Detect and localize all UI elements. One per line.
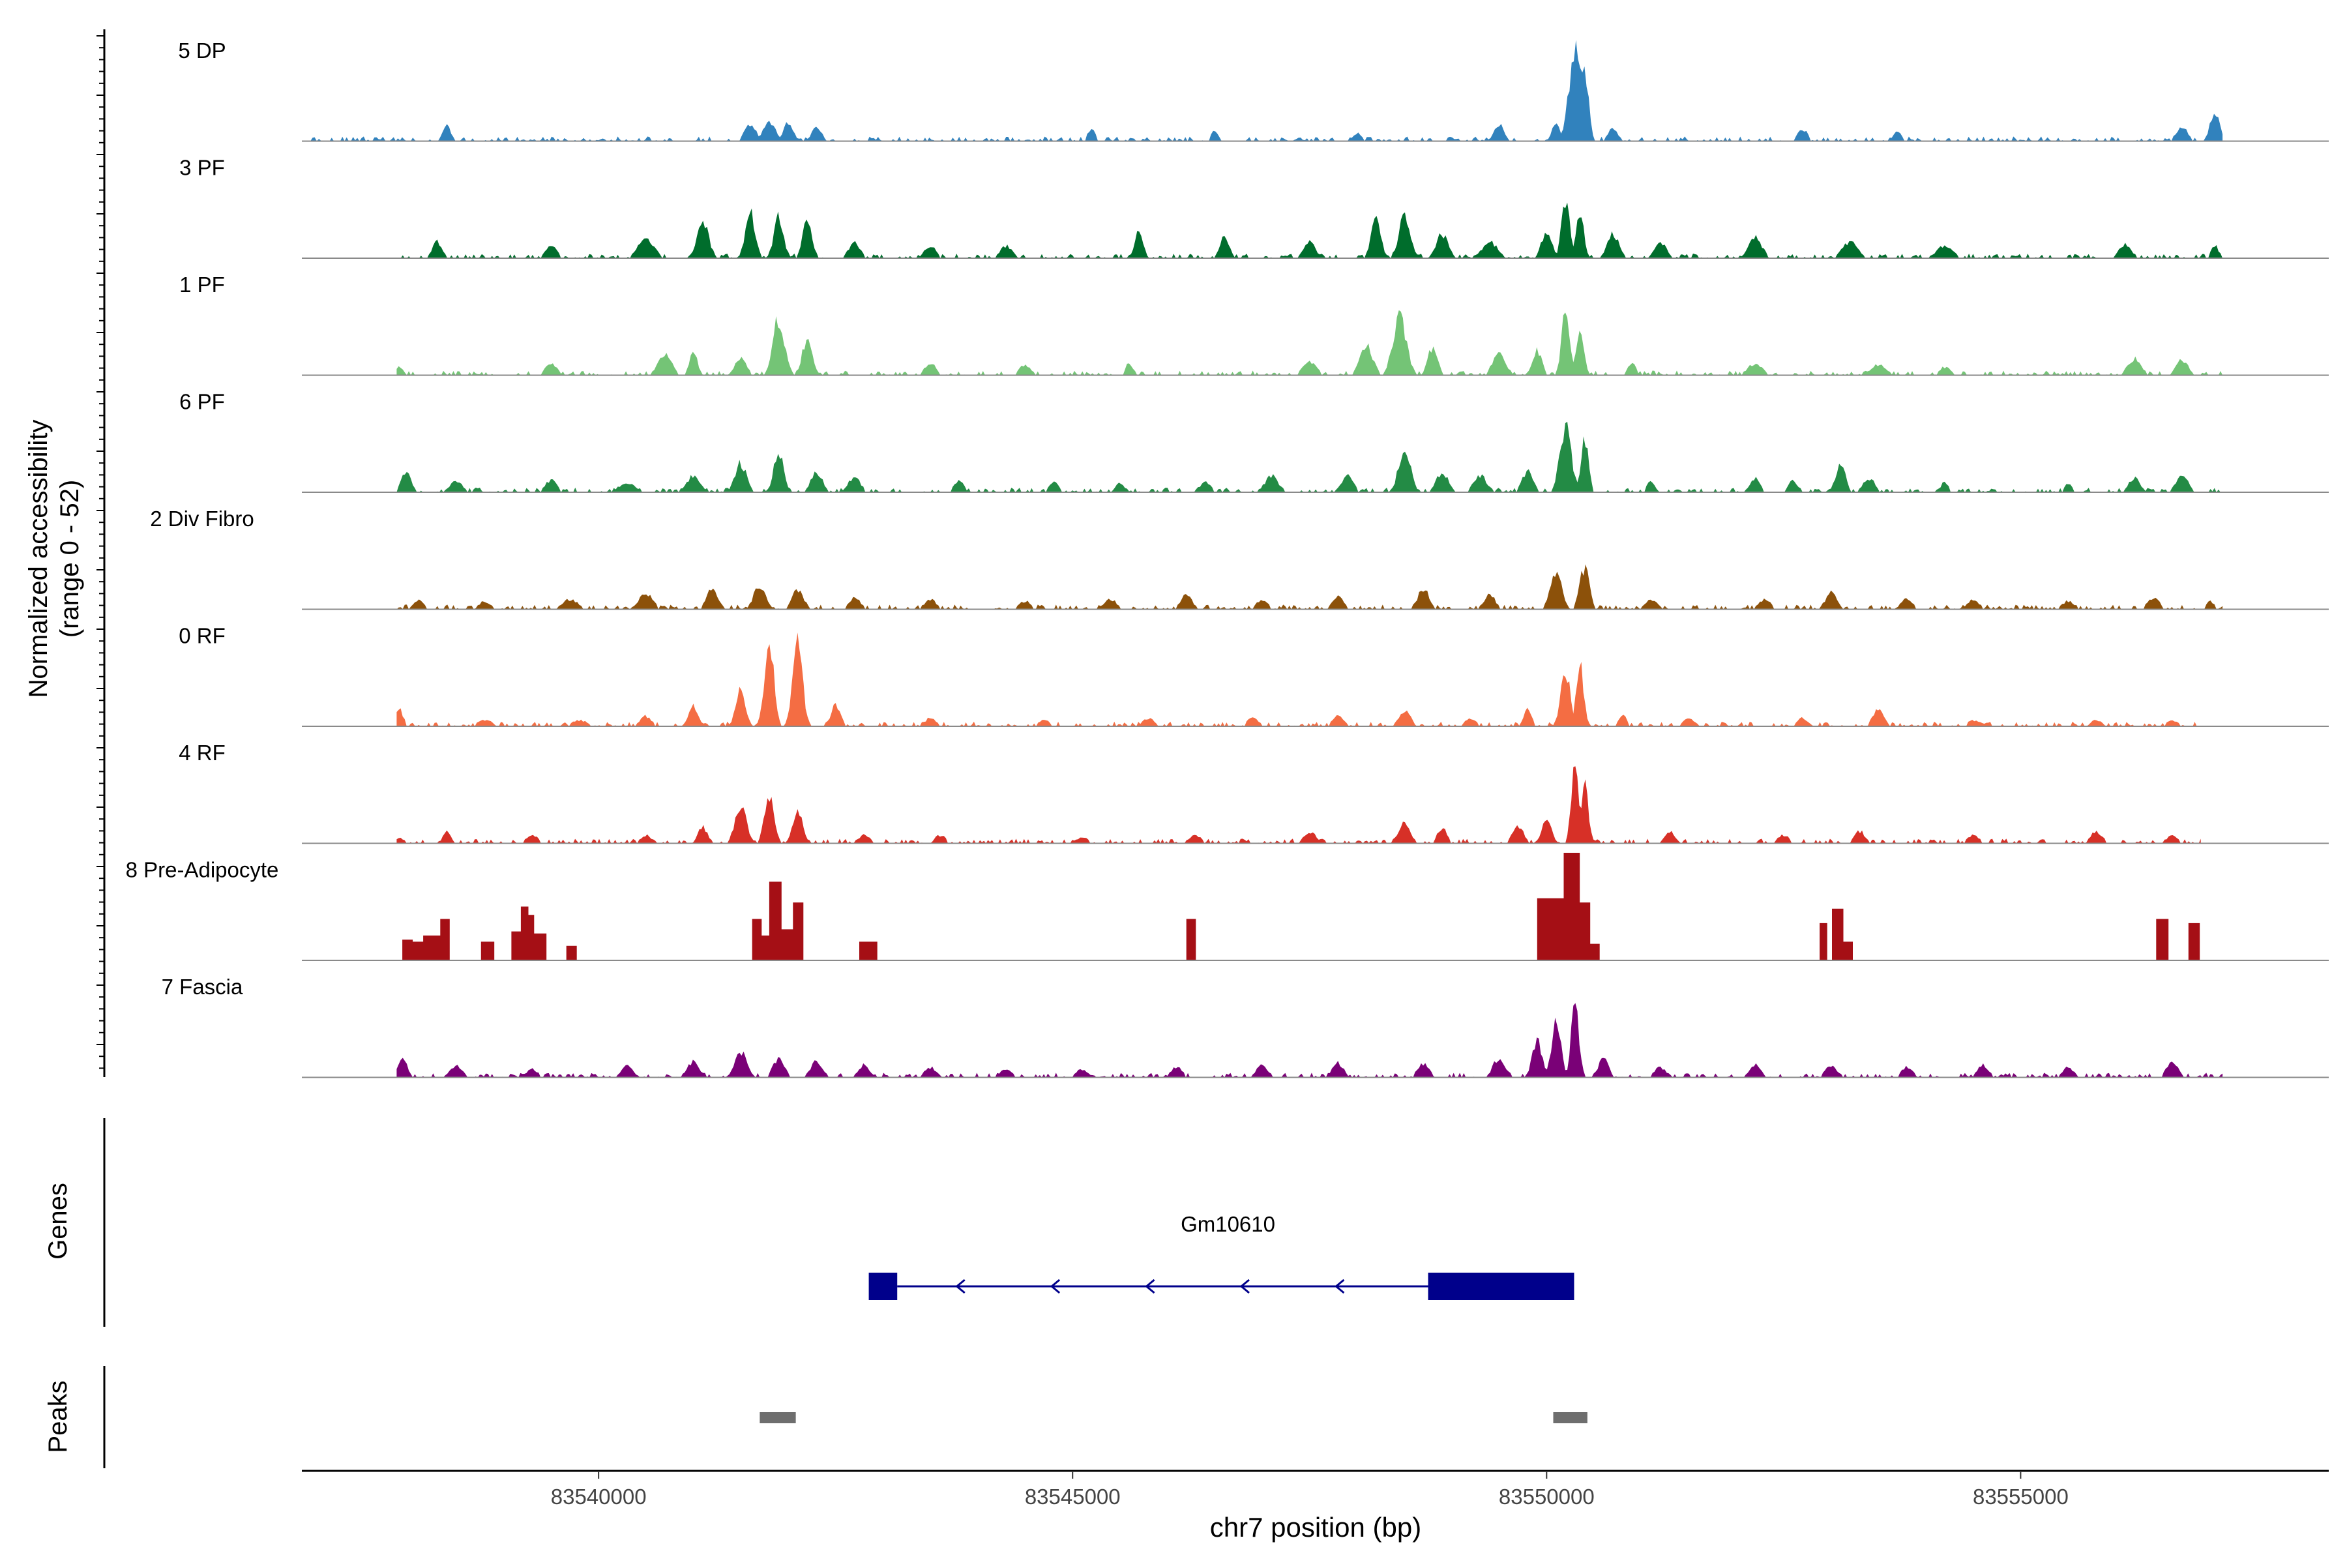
x-tick-label: 83540000 xyxy=(551,1485,647,1509)
x-tick-label: 83555000 xyxy=(1973,1485,2069,1509)
x-tick-label: 83545000 xyxy=(1025,1485,1121,1509)
gene-exon xyxy=(868,1273,898,1300)
peak-region xyxy=(760,1412,796,1423)
gene-exon xyxy=(1428,1273,1574,1300)
axes-layer: 83540000 83545000 83550000 83555000 xyxy=(96,29,2329,1509)
track-area xyxy=(396,310,2223,376)
track-area xyxy=(402,853,2200,960)
gene-strand-arrow xyxy=(1145,1279,1155,1294)
gene-strand-arrow xyxy=(1335,1279,1345,1294)
track-area xyxy=(396,564,2223,610)
track-label: 5 DP xyxy=(178,38,226,63)
track-label: 4 RF xyxy=(179,741,226,765)
peaks-track-title: Peaks xyxy=(44,1380,72,1453)
track-area xyxy=(396,1003,2223,1078)
gene-strand-arrow xyxy=(955,1279,966,1294)
track-area xyxy=(396,766,2201,844)
gene-label: Gm10610 xyxy=(1181,1212,1275,1236)
gene-strand-arrow xyxy=(1050,1279,1061,1294)
peak-region xyxy=(1553,1412,1587,1423)
peaks-layer xyxy=(760,1412,1587,1423)
x-axis-label: chr7 position (bp) xyxy=(1210,1512,1422,1543)
track-label: 8 Pre-Adipocyte xyxy=(126,858,279,882)
track-label: 3 PF xyxy=(179,156,225,180)
x-tick-label: 83550000 xyxy=(1499,1485,1595,1509)
y-axis-label-line2: (range 0 - 52) xyxy=(55,480,84,638)
track-area xyxy=(396,202,2223,258)
genes-track-title: Genes xyxy=(44,1183,72,1260)
track-area xyxy=(396,421,2223,492)
y-axis-label-line1: Normalized accessibility xyxy=(24,420,53,698)
track-area xyxy=(302,40,2223,141)
track-label: 1 PF xyxy=(179,273,225,297)
genes-layer: Gm10610 xyxy=(868,1212,1574,1300)
tracks-layer: 5 DP 3 PF 1 PF 6 PF 2 Div Fibro 0 RF 4 RF 8 Pre… xyxy=(126,38,2329,1078)
gene-strand-arrow xyxy=(1239,1279,1250,1294)
track-label: 7 Fascia xyxy=(162,975,243,999)
track-label: 6 PF xyxy=(179,390,225,414)
track-label: 2 Div Fibro xyxy=(150,507,254,531)
track-label: 0 RF xyxy=(179,624,226,648)
track-area xyxy=(396,632,2201,726)
